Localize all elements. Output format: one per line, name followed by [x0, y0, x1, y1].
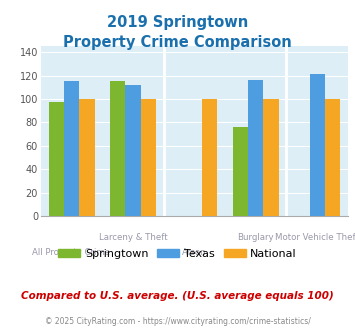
Text: Larceny & Theft: Larceny & Theft — [99, 233, 167, 242]
Bar — [202, 99, 217, 216]
Bar — [125, 85, 141, 216]
Text: © 2025 CityRating.com - https://www.cityrating.com/crime-statistics/: © 2025 CityRating.com - https://www.city… — [45, 317, 310, 326]
Bar — [79, 99, 94, 216]
Text: Burglary: Burglary — [237, 233, 274, 242]
Bar — [325, 99, 340, 216]
Bar — [310, 74, 325, 216]
Bar — [248, 80, 263, 216]
Bar — [49, 102, 64, 216]
Text: Arson: Arson — [182, 248, 207, 257]
Legend: Springtown, Texas, National: Springtown, Texas, National — [54, 245, 301, 263]
Text: Compared to U.S. average. (U.S. average equals 100): Compared to U.S. average. (U.S. average … — [21, 291, 334, 301]
Bar — [263, 99, 279, 216]
Bar — [233, 127, 248, 216]
Text: All Property Crime: All Property Crime — [32, 248, 111, 257]
Text: Motor Vehicle Theft: Motor Vehicle Theft — [275, 233, 355, 242]
Bar — [64, 82, 79, 216]
Text: 2019 Springtown: 2019 Springtown — [107, 15, 248, 30]
Text: Property Crime Comparison: Property Crime Comparison — [63, 35, 292, 50]
Bar — [110, 82, 125, 216]
Bar — [141, 99, 156, 216]
